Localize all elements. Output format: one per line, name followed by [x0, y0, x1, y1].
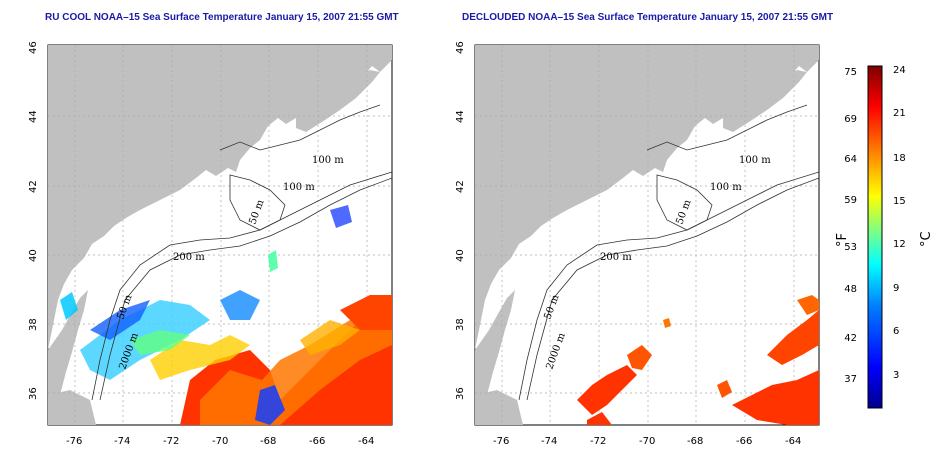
lat-tick-label: 42 — [28, 180, 39, 193]
lon-tick-label: -74 — [114, 436, 130, 447]
lon-tick-label: -68 — [260, 436, 276, 447]
land-mass-nova-scotia — [723, 70, 807, 132]
lat-tick-label: 38 — [455, 318, 466, 331]
celsius-tick-label: 6 — [893, 326, 899, 337]
fahrenheit-unit-label: °F — [835, 233, 850, 247]
lat-tick-label: 38 — [28, 318, 39, 331]
lon-tick-label: -66 — [309, 436, 325, 447]
celsius-tick-label: 3 — [893, 370, 899, 381]
latitude-axis: 36 38 40 42 44 46 — [455, 41, 466, 400]
contour-label: 200 m — [173, 252, 205, 263]
fahrenheit-tick-label: 53 — [844, 242, 857, 253]
lon-tick-label: -70 — [212, 436, 228, 447]
lon-tick-label: -74 — [541, 436, 557, 447]
lon-tick-label: -72 — [163, 436, 179, 447]
lon-tick-label: -76 — [66, 436, 82, 447]
celsius-tick-label: 18 — [893, 153, 906, 164]
fahrenheit-tick-label: 69 — [844, 114, 857, 125]
lon-tick-label: -72 — [590, 436, 606, 447]
fahrenheit-tick-label: 64 — [844, 154, 857, 165]
graticule — [475, 45, 819, 425]
lon-tick-label: -68 — [687, 436, 703, 447]
celsius-tick-label: 15 — [893, 196, 906, 207]
contour-label: 100 m — [283, 182, 315, 193]
celsius-tick-label: 21 — [893, 108, 906, 119]
fahrenheit-tick-label: 75 — [844, 67, 857, 78]
land-mass — [48, 45, 392, 350]
land-mass — [475, 45, 819, 350]
contour-label: 200 m — [600, 252, 632, 263]
lon-tick-label: -70 — [639, 436, 655, 447]
temperature-colorbar: 75 69 64 59 53 48 42 37 24 21 18 15 12 9… — [835, 65, 934, 409]
contour-label: 100 m — [710, 182, 742, 193]
right-panel-title: DECLOUDED NOAA–15 Sea Surface Temperatur… — [462, 12, 834, 23]
longitude-axis: -76 -74 -72 -70 -68 -66 -64 — [66, 436, 374, 447]
sst-cloud-patches — [60, 205, 392, 425]
contour-label: 100 m — [739, 155, 771, 166]
land-mass-south — [475, 390, 523, 425]
latitude-axis: 36 38 40 42 44 46 — [28, 41, 39, 400]
declouded-sst-map: 100 m 100 m 50 m 200 m 50 m 2000 m -76 -… — [455, 41, 820, 447]
left-panel-title: RU COOL NOAA–15 Sea Surface Temperature … — [45, 12, 399, 23]
land-mass-nova-scotia — [296, 70, 380, 132]
fahrenheit-scale: 75 69 64 59 53 48 42 37 — [844, 67, 857, 385]
lat-tick-label: 44 — [28, 110, 39, 123]
fahrenheit-tick-label: 37 — [844, 374, 857, 385]
celsius-tick-label: 12 — [893, 239, 906, 250]
fahrenheit-tick-label: 42 — [844, 333, 857, 344]
bathymetry-contours — [518, 104, 819, 401]
lat-tick-label: 44 — [455, 110, 466, 123]
lat-tick-label: 40 — [455, 249, 466, 262]
celsius-tick-label: 9 — [893, 283, 899, 294]
lon-tick-label: -64 — [358, 436, 374, 447]
celsius-scale: 24 21 18 15 12 9 6 3 — [893, 65, 906, 381]
lat-tick-label: 46 — [455, 41, 466, 54]
lon-tick-label: -64 — [785, 436, 801, 447]
longitude-axis: -76 -74 -72 -70 -68 -66 -64 — [493, 436, 801, 447]
lat-tick-label: 42 — [455, 180, 466, 193]
sst-declouded-patches — [577, 295, 819, 425]
lon-tick-label: -76 — [493, 436, 509, 447]
fahrenheit-tick-label: 48 — [844, 284, 857, 295]
lat-tick-label: 36 — [455, 387, 466, 400]
celsius-tick-label: 24 — [893, 65, 906, 76]
bathymetry-contours — [91, 104, 392, 401]
lat-tick-label: 46 — [28, 41, 39, 54]
lon-tick-label: -66 — [736, 436, 752, 447]
contour-label: 100 m — [312, 155, 344, 166]
raw-sst-map: 100 m 100 m 50 m 200 m 50 m 2000 m -76 -… — [28, 41, 393, 447]
lat-tick-label: 40 — [28, 249, 39, 262]
colorbar-gradient — [867, 65, 883, 409]
land-mass-south — [48, 390, 96, 425]
lat-tick-label: 36 — [28, 387, 39, 400]
celsius-unit-label: °C — [919, 231, 934, 247]
fahrenheit-tick-label: 59 — [844, 195, 857, 206]
